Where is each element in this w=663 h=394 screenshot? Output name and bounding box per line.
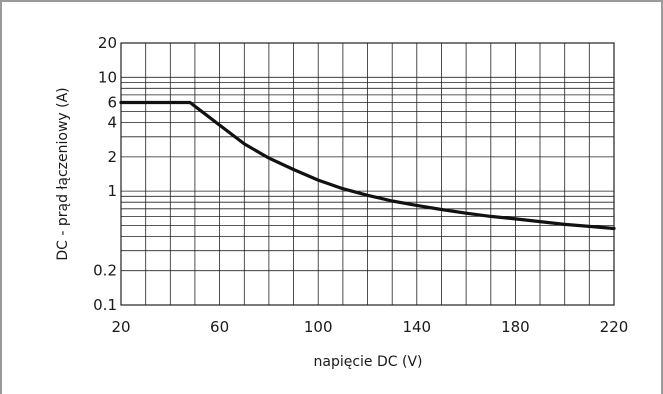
y-tick-label: 20 — [98, 34, 117, 52]
x-tick-labels: 20 60 100 140 180 220 — [111, 318, 628, 336]
y-tick-label: 0.1 — [93, 296, 117, 314]
x-tick-label: 100 — [304, 318, 333, 336]
grid — [120, 42, 615, 306]
y-axis-label: DC - prąd łączeniowy (A) — [55, 87, 71, 260]
x-axis-label: napięcie DC (V) — [314, 354, 423, 370]
x-tick-label: 20 — [111, 318, 130, 336]
y-tick-label: 10 — [98, 68, 117, 86]
y-tick-label: 6 — [107, 94, 117, 112]
x-tick-label: 180 — [501, 318, 530, 336]
y-tick-label: 4 — [107, 114, 117, 132]
curve-layer — [119, 100, 616, 231]
y-tick-label: 1 — [107, 182, 117, 200]
y-tick-labels: 0.1 0.2 1 2 4 6 10 20 — [93, 34, 117, 314]
y-tick-label: 0.2 — [93, 262, 117, 280]
y-tick-label: 2 — [107, 148, 117, 166]
x-tick-label: 60 — [210, 318, 229, 336]
x-tick-label: 140 — [402, 318, 431, 336]
x-tick-label: 220 — [600, 318, 629, 336]
plot-border — [120, 42, 615, 306]
series-line — [119, 100, 616, 231]
